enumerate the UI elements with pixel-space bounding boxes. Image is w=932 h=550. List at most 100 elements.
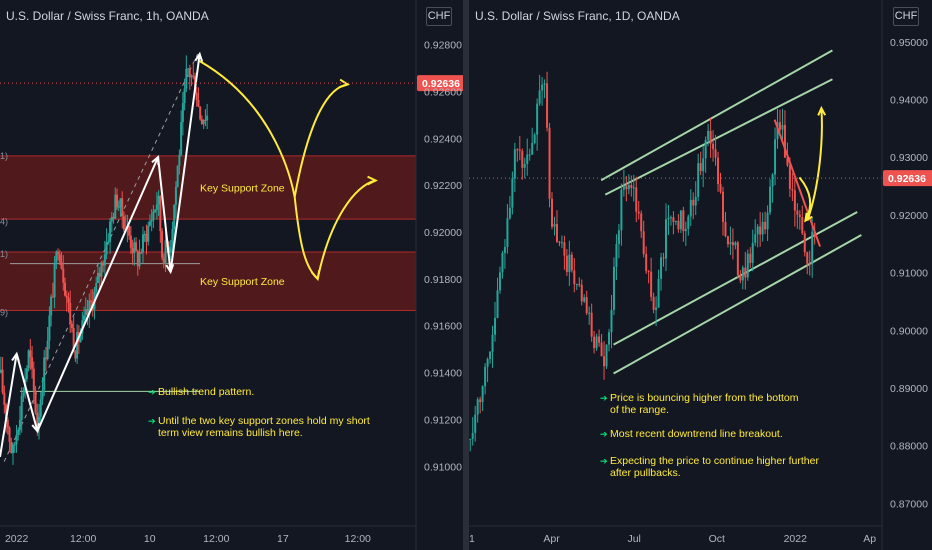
candle-body	[12, 445, 14, 454]
candle-body	[178, 154, 181, 166]
candle-body	[43, 357, 46, 391]
daily-note-2-bullet-icon: ➔	[600, 429, 608, 439]
daily-chart-pane[interactable]: ➔ Price is bouncing higher from the botto…	[469, 0, 932, 550]
candle-body	[560, 242, 563, 244]
candle-body	[18, 420, 21, 430]
candle-body	[590, 312, 593, 337]
candle-body	[486, 358, 489, 367]
candle-body	[603, 356, 606, 367]
candle-body	[665, 219, 668, 259]
candle-body	[202, 119, 205, 125]
candle-body	[474, 414, 477, 433]
candle-body	[100, 262, 103, 277]
candle-body	[199, 106, 202, 120]
candle-body	[689, 199, 692, 217]
candle-body	[489, 351, 492, 359]
candle-body	[44, 357, 47, 360]
candle-body	[801, 217, 804, 234]
hourly-x-tick-label: 17	[277, 533, 289, 545]
candle-body	[573, 270, 576, 285]
candle-body	[55, 251, 58, 263]
candle-body	[10, 441, 13, 454]
candle-body	[142, 234, 144, 253]
candle-body	[751, 242, 754, 263]
candle-body	[67, 298, 70, 303]
candle-body	[774, 139, 777, 175]
candle-body	[27, 350, 30, 369]
candle-body	[617, 230, 620, 244]
candle-body	[129, 235, 132, 248]
candle-body	[161, 231, 164, 258]
candle-body	[116, 194, 118, 208]
candle-body	[568, 254, 571, 272]
candle-body	[119, 198, 122, 208]
daily-chart-canvas[interactable]: ➔ Price is bouncing higher from the botto…	[469, 0, 932, 550]
candle-body	[553, 224, 556, 227]
candle-body	[103, 254, 106, 266]
daily-currency-button[interactable]: CHF	[893, 7, 919, 26]
candle-body	[677, 220, 680, 230]
trend-arrow-line	[36, 156, 159, 432]
candle-body	[95, 283, 98, 292]
candle-body	[3, 392, 6, 405]
candle-body	[481, 386, 484, 403]
candle-body	[712, 143, 715, 150]
hourly-chart-canvas[interactable]: Key Support Zone Key Support Zone 1) 4) 1) 9)…	[0, 0, 463, 550]
hourly-chart-pane[interactable]: Key Support Zone Key Support Zone 1) 4) 1) 9)…	[0, 0, 463, 550]
hourly-note-2-bullet-icon: ➔	[148, 416, 156, 426]
candle-body	[657, 278, 660, 308]
candle-body	[595, 336, 598, 349]
candle-body	[756, 226, 759, 235]
candle-body	[169, 246, 172, 253]
candle-body	[109, 221, 112, 242]
hourly-y-tick-label: 0.91200	[424, 414, 462, 426]
candle-body	[803, 233, 806, 253]
candle-body	[811, 231, 814, 265]
candle-body	[786, 157, 789, 166]
hourly-y-tick-label: 0.92200	[424, 180, 462, 192]
daily-y-tick-label: 0.87000	[890, 498, 928, 510]
hourly-y-tick-label: 0.92400	[424, 133, 462, 145]
zone-side-label: 4)	[0, 216, 8, 226]
hourly-y-tick-label: 0.91000	[424, 461, 462, 473]
projection-arrow-head	[367, 175, 378, 186]
candle-body	[764, 221, 767, 230]
candle-body	[563, 242, 566, 256]
candle-body	[717, 157, 720, 185]
hourly-currency-button[interactable]: CHF	[426, 7, 452, 26]
candle-body	[41, 390, 44, 400]
projection-curve	[798, 176, 812, 222]
candle-body	[72, 328, 75, 352]
candle-body	[138, 252, 141, 267]
candle-body	[759, 226, 762, 235]
candle-body	[479, 399, 482, 403]
support-zone-label: Key Support Zone	[200, 276, 285, 288]
trend-arrow-line	[157, 156, 172, 272]
candle-body	[605, 344, 608, 367]
candle-body	[578, 284, 581, 286]
daily-note-2-text: Most recent downtrend line breakout.	[610, 428, 783, 440]
candle-body	[110, 216, 113, 222]
trend-arrow-head	[194, 51, 204, 62]
daily-y-tick-label: 0.88000	[890, 441, 928, 453]
candle-body	[736, 242, 739, 276]
candle-body	[741, 267, 744, 281]
candle-body	[143, 233, 146, 235]
candle-body	[51, 296, 54, 298]
candle-body	[798, 214, 801, 218]
pane-divider[interactable]	[463, 0, 469, 550]
hourly-note-2-text: term view remains bullish here.	[158, 427, 303, 439]
candle-body	[788, 165, 791, 189]
hourly-y-tick-label: 0.92800	[424, 40, 462, 52]
candle-body	[6, 419, 9, 428]
candle-body	[503, 247, 506, 253]
candle-body	[122, 216, 125, 230]
candle-body	[640, 213, 643, 232]
candle-body	[494, 317, 497, 335]
candle-body	[197, 99, 200, 107]
candle-body	[38, 416, 40, 427]
candle-body	[181, 103, 184, 123]
candle-body	[642, 231, 645, 255]
projection-curve	[806, 108, 823, 221]
candle-body	[46, 340, 49, 360]
